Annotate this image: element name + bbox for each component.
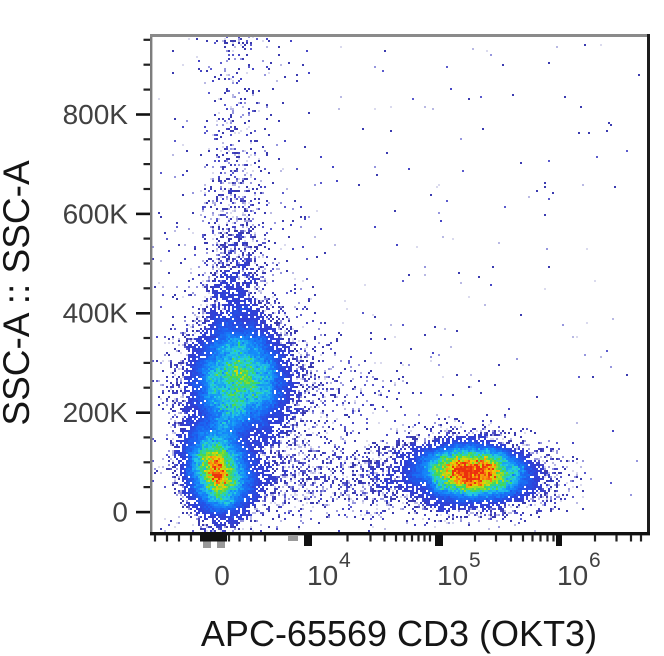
svg-text:6: 6	[589, 549, 601, 572]
svg-text:400K: 400K	[63, 298, 129, 329]
svg-text:5: 5	[469, 549, 481, 572]
svg-text:10: 10	[557, 560, 588, 591]
svg-text:0: 0	[112, 497, 128, 528]
svg-text:SSC-A :: SSC-A: SSC-A :: SSC-A	[0, 160, 37, 426]
svg-text:0: 0	[214, 560, 230, 591]
svg-text:APC-65569 CD3 (OKT3): APC-65569 CD3 (OKT3)	[201, 613, 597, 654]
svg-text:10: 10	[307, 560, 338, 591]
svg-text:4: 4	[339, 549, 351, 572]
svg-text:800K: 800K	[63, 99, 129, 130]
svg-text:600K: 600K	[63, 198, 129, 229]
svg-text:200K: 200K	[63, 397, 129, 428]
svg-text:10: 10	[437, 560, 468, 591]
